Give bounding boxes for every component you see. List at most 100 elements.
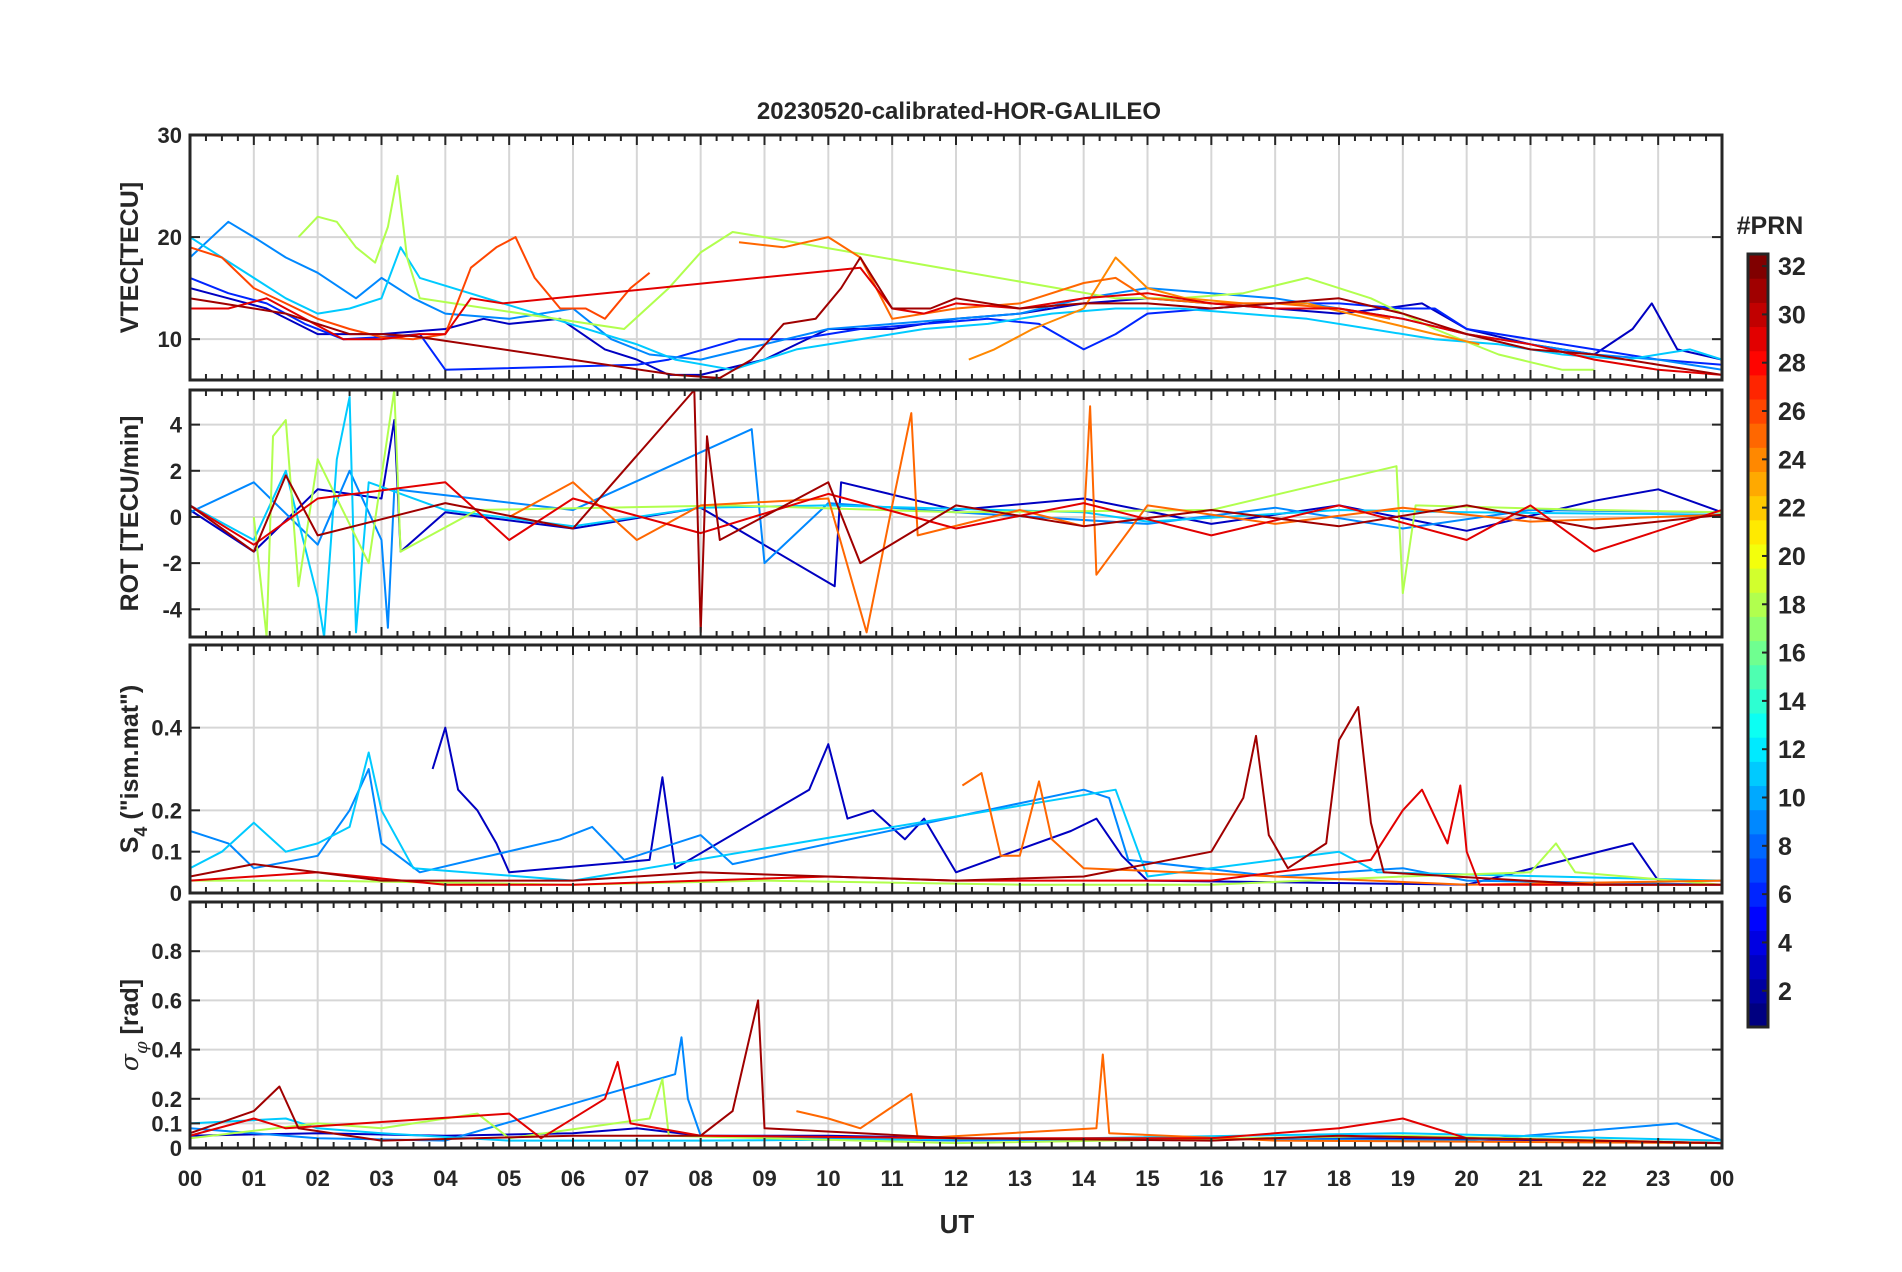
colorbar-swatch bbox=[1748, 374, 1768, 400]
colorbar-tick-label: 24 bbox=[1778, 446, 1806, 474]
y-tick-label: 0 bbox=[170, 1136, 182, 1161]
colorbar-swatch bbox=[1748, 930, 1768, 956]
colorbar-swatch bbox=[1748, 785, 1768, 811]
y-tick-label: 0.4 bbox=[151, 1038, 182, 1063]
y-tick-label: 0.1 bbox=[151, 840, 182, 865]
x-axis-label: UT bbox=[940, 1209, 975, 1239]
colorbar-swatch bbox=[1748, 640, 1768, 666]
colorbar-swatch bbox=[1748, 495, 1768, 521]
series-prn-29 bbox=[190, 481, 1722, 553]
y-axis-label: σφ [rad] bbox=[115, 979, 152, 1071]
x-tick-label: 14 bbox=[1071, 1166, 1096, 1191]
series-prn-31 bbox=[190, 999, 1722, 1145]
colorbar-swatch bbox=[1748, 737, 1768, 762]
x-tick-label: 13 bbox=[1008, 1166, 1032, 1191]
series-prn-31 bbox=[190, 390, 1722, 634]
colorbar-swatch bbox=[1748, 882, 1768, 907]
colorbar-swatch bbox=[1748, 423, 1768, 448]
y-tick-label: 30 bbox=[158, 123, 182, 148]
colorbar-swatch bbox=[1748, 592, 1768, 617]
y-tick-label: 0.2 bbox=[151, 1087, 182, 1112]
x-tick-label: 01 bbox=[242, 1166, 266, 1191]
y-tick-label: 0.4 bbox=[151, 716, 182, 741]
y-tick-label: 4 bbox=[170, 413, 183, 438]
colorbar-swatch bbox=[1748, 302, 1768, 328]
y-axis-label: VTEC[TECU] bbox=[116, 182, 144, 333]
colorbar-swatch bbox=[1748, 664, 1768, 690]
colorbar-swatch bbox=[1748, 809, 1768, 835]
colorbar-title: #PRN bbox=[1737, 212, 1804, 240]
panel-2: -4 -2 0 2 4 ROT [TECU/min] bbox=[116, 388, 1724, 639]
colorbar-swatch bbox=[1748, 761, 1768, 787]
x-tick-label: 05 bbox=[497, 1166, 521, 1191]
colorbar-swatch bbox=[1748, 350, 1768, 376]
panel-1-frame bbox=[188, 133, 1724, 382]
series-prn-26 bbox=[190, 236, 651, 341]
y-tick-label: 0.6 bbox=[151, 988, 182, 1013]
colorbar-tick-label: 16 bbox=[1778, 640, 1806, 668]
y-axis-label: S4 ("ism.mat") bbox=[116, 685, 151, 854]
x-tick-label: 17 bbox=[1263, 1166, 1287, 1191]
colorbar-swatch bbox=[1748, 254, 1768, 279]
colorbar-swatch bbox=[1748, 616, 1768, 642]
series-prn-18 bbox=[190, 1078, 1722, 1145]
series-prn-9 bbox=[190, 768, 1722, 886]
y-tick-label: 0.2 bbox=[151, 798, 182, 823]
panel-4-frame bbox=[188, 900, 1724, 1150]
x-tick-label: 04 bbox=[433, 1166, 458, 1191]
colorbar-tick-label: 28 bbox=[1778, 350, 1806, 378]
colorbar-swatch bbox=[1748, 978, 1768, 1004]
colorbar-tick-label: 8 bbox=[1778, 833, 1792, 861]
y-tick-label: 10 bbox=[158, 327, 182, 352]
series-prn-6 bbox=[190, 276, 1722, 371]
panel-3: 0 0.1 0.2 0.4S4 ("ism.mat") bbox=[116, 643, 1724, 906]
panel-3-frame bbox=[188, 643, 1724, 895]
x-tick-label: 06 bbox=[561, 1166, 585, 1191]
colorbar-swatch bbox=[1748, 712, 1768, 738]
x-tick-label: 09 bbox=[752, 1166, 776, 1191]
y-tick-label: -2 bbox=[162, 551, 182, 576]
colorbar-tick-label: 32 bbox=[1778, 253, 1806, 281]
x-tick-label: 08 bbox=[688, 1166, 712, 1191]
y-tick-label: 20 bbox=[158, 225, 182, 250]
series-prn-29 bbox=[190, 1060, 1722, 1145]
x-tick-label: 12 bbox=[944, 1166, 968, 1191]
colorbar-tick-label: 26 bbox=[1778, 398, 1806, 426]
x-tick-label: 00 bbox=[1710, 1166, 1734, 1191]
y-tick-label: 0.1 bbox=[151, 1111, 182, 1136]
y-tick-label: -4 bbox=[162, 597, 182, 622]
colorbar-swatch bbox=[1748, 833, 1768, 859]
x-tick-label: 23 bbox=[1646, 1166, 1670, 1191]
series-prn-31 bbox=[190, 256, 1722, 379]
x-tick-label: 00 bbox=[178, 1166, 202, 1191]
colorbar-swatch bbox=[1748, 906, 1768, 931]
colorbar-frame bbox=[1746, 252, 1770, 1029]
colorbar-swatch bbox=[1748, 1002, 1768, 1028]
colorbar-swatch bbox=[1748, 326, 1768, 352]
y-axis-label: ROT [TECU/min] bbox=[116, 416, 144, 612]
y-tick-label: 0 bbox=[170, 881, 182, 906]
x-tick-label: 10 bbox=[816, 1166, 840, 1191]
x-tick-label: 21 bbox=[1518, 1166, 1542, 1191]
panel-2-series bbox=[190, 390, 1722, 637]
x-tick-label: 02 bbox=[305, 1166, 329, 1191]
y-tick-label: 0.8 bbox=[151, 939, 182, 964]
colorbar-swatch bbox=[1748, 568, 1768, 593]
colorbar-tick-label: 4 bbox=[1778, 929, 1792, 957]
x-tick-label: 20 bbox=[1454, 1166, 1478, 1191]
x-tick-label: 22 bbox=[1582, 1166, 1606, 1191]
colorbar-swatch bbox=[1748, 447, 1768, 473]
colorbar-swatch bbox=[1748, 398, 1768, 424]
colorbar-swatch bbox=[1748, 471, 1768, 497]
colorbar-tick-label: 6 bbox=[1778, 881, 1792, 909]
x-tick-label: 16 bbox=[1199, 1166, 1223, 1191]
series-prn-25 bbox=[961, 772, 1722, 886]
x-tick-label: 07 bbox=[625, 1166, 649, 1191]
chart-title: 20230520-calibrated-HOR-GALILEO bbox=[757, 98, 1161, 125]
series-prn-3 bbox=[190, 419, 1722, 588]
panel-2-frame bbox=[188, 388, 1724, 639]
panel-4: 00.10.2 0.4 0.6 0.8 σφ [rad] bbox=[115, 900, 1724, 1161]
series-prn-18 bbox=[252, 390, 1722, 637]
